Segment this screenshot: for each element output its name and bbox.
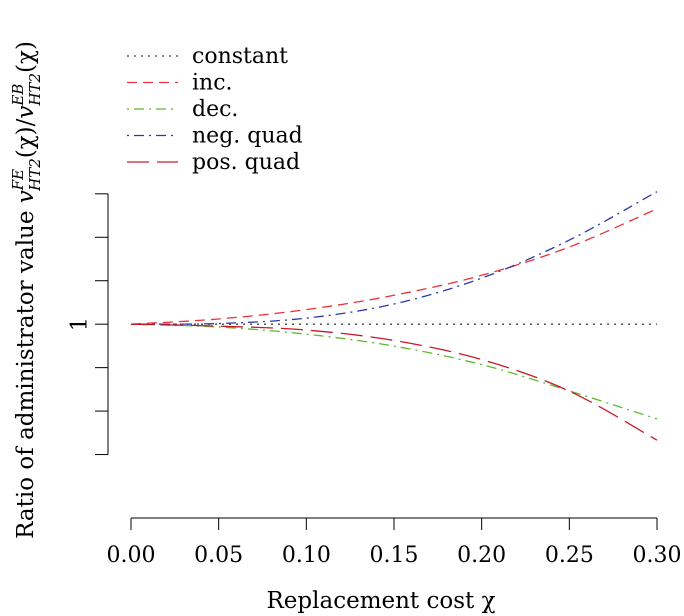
y-axis-title-mid: (χ)/ bbox=[13, 118, 39, 158]
series-line-inc bbox=[130, 208, 658, 325]
y-ticks: 1 bbox=[68, 193, 108, 456]
y-axis-title-v2: v bbox=[13, 106, 39, 119]
x-tick-label: 0.10 bbox=[282, 543, 331, 568]
y-axis-title-prefix: Ratio of administrator value bbox=[13, 203, 39, 539]
legend-label: neg. quad bbox=[192, 124, 303, 149]
x-tick-label: 0.25 bbox=[545, 543, 594, 568]
legend-label: pos. quad bbox=[192, 150, 300, 175]
legend-label: inc. bbox=[192, 71, 233, 96]
y-axis-title-sub1: HT2 bbox=[26, 158, 44, 192]
y-axis-title-suffix: (χ) bbox=[13, 41, 39, 73]
y-axis-title-sup1: FE bbox=[9, 169, 27, 191]
series-line-pos-quad bbox=[130, 323, 658, 441]
x-tick-label: 0.05 bbox=[194, 543, 243, 568]
y-axis-title-v1: v bbox=[13, 190, 39, 203]
x-tick-label: 0.20 bbox=[457, 543, 506, 568]
plot-lines bbox=[130, 191, 658, 441]
y-axis-title-sup2: EB bbox=[9, 84, 27, 107]
x-tick-label: 0.30 bbox=[633, 543, 682, 568]
x-axis: 0.00 0.05 0.10 0.15 0.20 0.25 0.30 bbox=[107, 517, 682, 568]
y-axis: 1 bbox=[68, 193, 109, 456]
y-axis-title: Ratio of administrator value vFEHT2(χ)/v… bbox=[9, 41, 44, 539]
x-axis-title: Replacement cost χ bbox=[266, 588, 495, 614]
series-line-dec bbox=[130, 323, 658, 420]
series-line-neg-quad bbox=[130, 191, 658, 325]
x-tick-label: 0.15 bbox=[370, 543, 419, 568]
x-tick-label: 0.00 bbox=[107, 543, 156, 568]
y-tick-label: 1 bbox=[68, 317, 93, 331]
y-axis-title-sub2: HT2 bbox=[26, 73, 44, 107]
legend-label: constant bbox=[192, 44, 288, 69]
x-ticks: 0.00 0.05 0.10 0.15 0.20 0.25 0.30 bbox=[107, 518, 682, 568]
legend-label: dec. bbox=[192, 97, 238, 122]
